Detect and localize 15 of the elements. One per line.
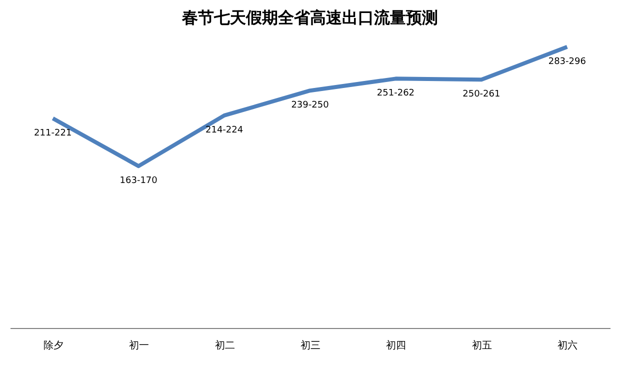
data-label: 251-262 bbox=[376, 88, 415, 99]
x-tick-label: 初二 bbox=[214, 340, 235, 352]
data-label: 214-224 bbox=[205, 125, 244, 136]
x-tick-label: 初六 bbox=[558, 340, 578, 352]
x-tick-label: 除夕 bbox=[43, 340, 64, 352]
chart-title: 春节七天假期全省高速出口流量预测 bbox=[181, 8, 438, 27]
data-label: 163-170 bbox=[120, 176, 158, 186]
x-tick-label: 初三 bbox=[300, 340, 320, 352]
data-label: 283-296 bbox=[548, 56, 586, 67]
x-tick-label: 初五 bbox=[472, 340, 492, 352]
data-label: 239-250 bbox=[291, 100, 330, 111]
x-tick-label: 初四 bbox=[386, 340, 406, 352]
data-label: 211-221 bbox=[34, 128, 72, 138]
x-tick-label: 初一 bbox=[129, 340, 150, 352]
data-label: 250-261 bbox=[462, 90, 500, 100]
